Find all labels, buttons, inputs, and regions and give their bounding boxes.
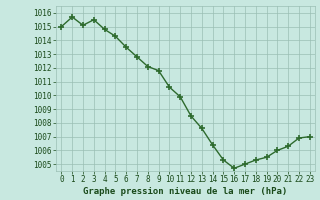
X-axis label: Graphe pression niveau de la mer (hPa): Graphe pression niveau de la mer (hPa) (84, 187, 288, 196)
